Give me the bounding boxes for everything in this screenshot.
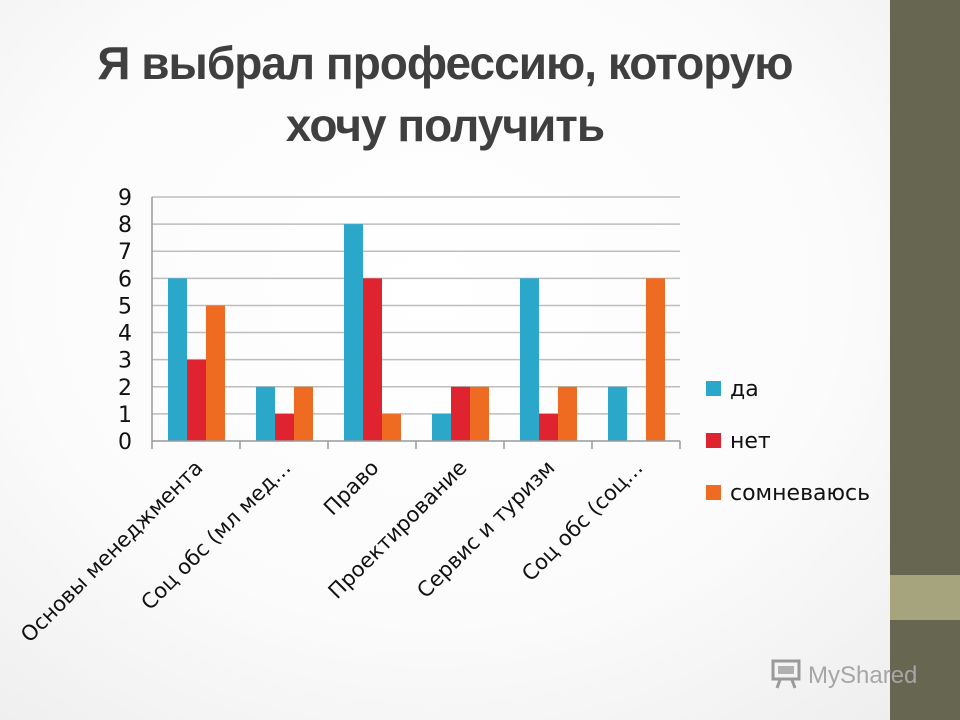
chart-gridlines	[152, 196, 680, 415]
category-label-2: Право	[319, 456, 384, 521]
legend-swatch-сомневаюсь	[706, 485, 721, 500]
bar-сомневаюсь-3	[470, 386, 489, 441]
legend-swatch-да	[706, 381, 721, 396]
bar-да-5	[608, 386, 627, 441]
sidebar-bottom-band	[890, 620, 960, 720]
bar-да-2	[344, 224, 363, 441]
chart-legend: да нет сомневаюсь	[706, 377, 870, 506]
bar-нет-0	[187, 359, 206, 441]
y-tick-label-8: 8	[118, 213, 132, 238]
y-tick-label-6: 6	[118, 267, 132, 292]
y-tick-label-3: 3	[118, 349, 132, 374]
bar-нет-3	[451, 386, 470, 441]
bar-нет-1	[275, 413, 294, 441]
y-tick-label-1: 1	[118, 403, 132, 428]
y-tick-label-9: 9	[118, 186, 132, 211]
watermark-logo: MyShared	[770, 656, 917, 696]
bar-сомневаюсь-0	[206, 305, 225, 441]
title-line-1: Я выбрал профессию, которую	[97, 37, 793, 89]
bar-да-3	[432, 413, 451, 441]
bar-сомневаюсь-1	[294, 386, 313, 441]
title-line-2: хочу получить	[285, 99, 605, 151]
y-tick-label-0: 0	[118, 430, 132, 455]
sidebar-light-band	[890, 575, 960, 620]
sidebar-dark-band	[890, 0, 960, 575]
bar-сомневаюсь-2	[382, 413, 401, 441]
chart-bars	[168, 224, 665, 441]
y-tick-label-5: 5	[118, 294, 132, 319]
bar-да-1	[256, 386, 275, 441]
legend-label-да: да	[730, 377, 759, 402]
slide-title: Я выбрал профессию, которую хочу получит…	[0, 32, 890, 156]
bar-нет-2	[363, 278, 382, 441]
bar-да-4	[520, 278, 539, 441]
bar-сомневаюсь-4	[558, 386, 577, 441]
category-label-1: Соц обс (мл мед…	[136, 456, 295, 615]
presentation-icon	[771, 659, 801, 689]
y-tick-label-4: 4	[118, 322, 132, 347]
y-tick-label-7: 7	[118, 240, 132, 265]
watermark-text: MyShared	[808, 662, 918, 689]
chart-axes	[151, 197, 681, 449]
y-tick-label-2: 2	[118, 376, 132, 401]
category-label-0: Основы менеджмента	[16, 456, 207, 647]
legend-label-сомневаюсь: сомневаюсь	[730, 481, 870, 506]
legend-label-нет: нет	[730, 429, 771, 454]
bar-да-0	[168, 278, 187, 441]
legend-swatch-нет	[706, 433, 721, 448]
bar-сомневаюсь-5	[646, 278, 665, 441]
bar-нет-4	[539, 413, 558, 441]
